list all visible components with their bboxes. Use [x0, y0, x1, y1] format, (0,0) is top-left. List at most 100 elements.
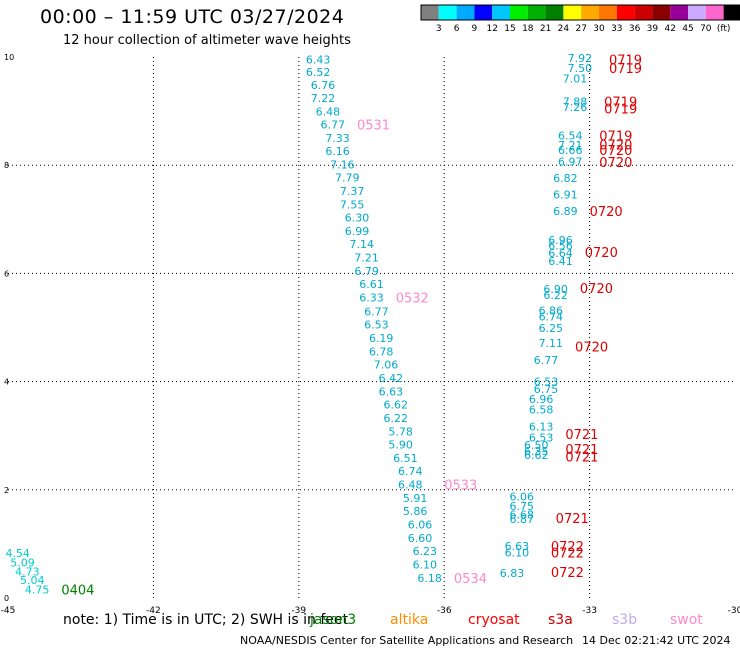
- time-label: 0721: [565, 443, 598, 458]
- time-label: 0719: [599, 129, 632, 144]
- wave-height-label: 6.52: [306, 66, 331, 79]
- time-label: 0719: [604, 102, 637, 117]
- colorbar-label: 21: [540, 24, 551, 34]
- wave-height-label: 6.53: [364, 318, 389, 331]
- wave-height-label: 6.54: [558, 129, 583, 142]
- satellite-s3a: s3a: [548, 612, 573, 628]
- x-tick-label: -42: [146, 606, 161, 615]
- wave-height-label: 6.06: [509, 490, 534, 503]
- time-label: 0533: [444, 478, 477, 493]
- wave-height-label: 7.14: [350, 238, 375, 251]
- time-label: 0720: [599, 139, 632, 154]
- wave-height-label: 6.96: [548, 234, 573, 247]
- colorbar-label: 45: [682, 24, 693, 34]
- time-label: 0720: [585, 246, 618, 261]
- wave-height-label: 6.06: [408, 518, 433, 531]
- wave-height-label: 5.78: [388, 425, 413, 438]
- x-tick-label: -30: [728, 606, 740, 615]
- wave-height-label: 6.18: [417, 572, 442, 585]
- time-label: 0719: [604, 95, 637, 110]
- wave-height-label: 6.89: [553, 205, 578, 218]
- wave-height-label: 5.09: [10, 556, 35, 569]
- wave-height-label: 6.53: [534, 376, 559, 389]
- time-label: 0534: [454, 572, 487, 587]
- wave-height-label: 6.91: [553, 188, 578, 201]
- y-tick-label: 10: [4, 53, 14, 62]
- wave-height-label: 6.82: [553, 172, 578, 185]
- wave-height-label: 6.64: [548, 247, 573, 260]
- colorbar-label: 6: [454, 24, 460, 34]
- wave-height-label: 6.62: [524, 449, 549, 462]
- wave-height-label: 6.56: [548, 239, 573, 252]
- wave-height-label: 4.54: [5, 547, 30, 560]
- y-tick-label: 0: [4, 594, 9, 603]
- wave-height-label: 6.61: [359, 278, 384, 291]
- wave-height-label: 5.90: [388, 438, 413, 451]
- colorbar-swatch: [421, 5, 439, 20]
- colorbar-label: 15: [504, 24, 515, 34]
- wave-height-label: 6.43: [306, 54, 331, 67]
- time-label: 0721: [565, 450, 598, 465]
- colorbar-label: 30: [593, 24, 605, 34]
- wave-height-label: 5.91: [403, 492, 428, 505]
- time-label: 0720: [599, 144, 632, 159]
- satellite-cryosat: cryosat: [468, 612, 520, 628]
- colorbar-swatch: [581, 5, 599, 20]
- time-label: 0722: [551, 547, 584, 562]
- colorbar-swatch: [670, 5, 688, 20]
- x-tick-label: -39: [291, 606, 306, 615]
- wave-height-label: 6.99: [345, 225, 370, 238]
- chart-title: 00:00 – 11:59 UTC 03/27/2024: [40, 6, 345, 28]
- wave-height-label: 6.74: [398, 465, 423, 478]
- wave-height-label: 6.76: [311, 79, 336, 92]
- colorbar-label: 70: [700, 24, 712, 34]
- wave-height-label: 7.16: [330, 159, 355, 172]
- wave-height-label: 7.06: [374, 358, 399, 371]
- colorbar-swatch: [634, 5, 653, 20]
- time-label: 0720: [575, 340, 608, 355]
- wave-height-label: 6.87: [509, 513, 534, 526]
- wave-height-label: 6.97: [558, 155, 583, 168]
- wave-height-label: 6.75: [509, 500, 534, 513]
- wave-height-label: 6.22: [543, 289, 568, 302]
- time-label: 0719: [609, 62, 642, 77]
- satellite-jason3: jason3: [310, 612, 357, 628]
- wave-height-label: 6.78: [369, 345, 394, 358]
- colorbar-swatch: [723, 5, 740, 20]
- wave-height-label: 6.23: [413, 545, 438, 558]
- wave-height-label: 6.16: [325, 145, 350, 158]
- colorbar-swatch: [616, 5, 635, 20]
- colorbar-swatch: [652, 5, 671, 20]
- colorbar-swatch: [474, 5, 493, 20]
- colorbar-swatch: [492, 5, 510, 20]
- wave-height-label: 6.33: [359, 292, 384, 305]
- wave-height-label: 6.58: [529, 404, 554, 417]
- wave-height-label: 6.35: [524, 445, 549, 458]
- colorbar-label: 24: [558, 24, 570, 34]
- time-label: 0722: [551, 566, 584, 581]
- wave-height-label: 6.19: [369, 332, 394, 345]
- colorbar-label: 36: [629, 24, 641, 34]
- y-tick-label: 8: [4, 161, 9, 170]
- time-label: 0720: [599, 156, 632, 171]
- wave-height-label: 6.83: [500, 567, 525, 580]
- credit-line: NOAA/NESDIS Center for Satellite Applica…: [240, 634, 574, 647]
- colorbar-swatch: [527, 5, 546, 20]
- wave-height-label: 6.25: [539, 322, 564, 335]
- y-tick-label: 6: [4, 269, 9, 278]
- wave-height-label: 7.21: [558, 139, 583, 152]
- colorbar-swatch: [599, 5, 617, 20]
- wave-height-label: 7.21: [354, 252, 379, 265]
- colorbar-label: 18: [522, 24, 534, 34]
- time-label: 0404: [61, 583, 94, 598]
- color-legend: 3 6 9 12 15 18 21 24 27 30 33 36 39 42 45 70 (ft): [420, 4, 740, 34]
- wave-height-label: 7.55: [340, 199, 365, 212]
- wave-height-label: 6.60: [408, 532, 433, 545]
- footer-note: note: 1) Time is in UTC; 2) SWH is in fe…: [63, 612, 349, 628]
- wave-height-label: 4.73: [15, 565, 40, 578]
- wave-height-label: 7.50: [568, 62, 593, 75]
- wave-height-label: 6.77: [364, 305, 389, 318]
- wave-height-label: 6.53: [529, 431, 554, 444]
- wave-height-label: 6.68: [509, 509, 534, 522]
- colorbar-swatch: [688, 5, 706, 20]
